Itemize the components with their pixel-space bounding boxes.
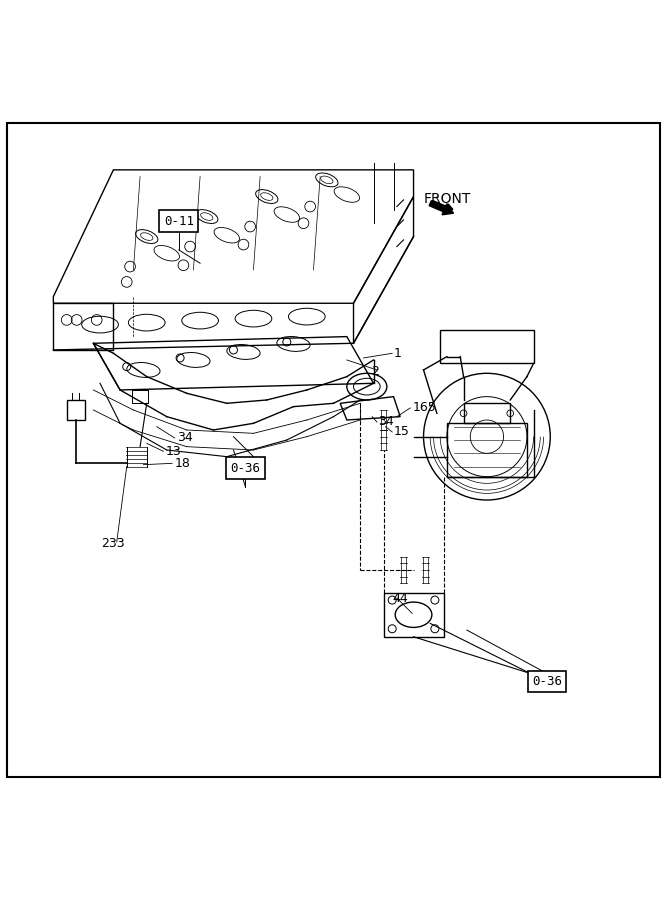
Text: 0-11: 0-11 [164, 215, 193, 228]
Text: 34: 34 [177, 431, 193, 445]
Text: FRONT: FRONT [424, 192, 471, 205]
Text: 18: 18 [175, 457, 191, 470]
Text: 0-36: 0-36 [532, 675, 562, 688]
Text: 13: 13 [165, 445, 181, 458]
FancyArrow shape [429, 201, 454, 215]
Text: 44: 44 [392, 591, 408, 605]
Text: 233: 233 [101, 537, 125, 550]
Text: 15: 15 [394, 426, 410, 438]
Text: 0-36: 0-36 [231, 462, 260, 474]
Text: 1: 1 [394, 346, 402, 360]
Text: 34: 34 [378, 416, 394, 428]
Text: 165: 165 [412, 401, 436, 415]
Text: 2: 2 [371, 364, 379, 378]
